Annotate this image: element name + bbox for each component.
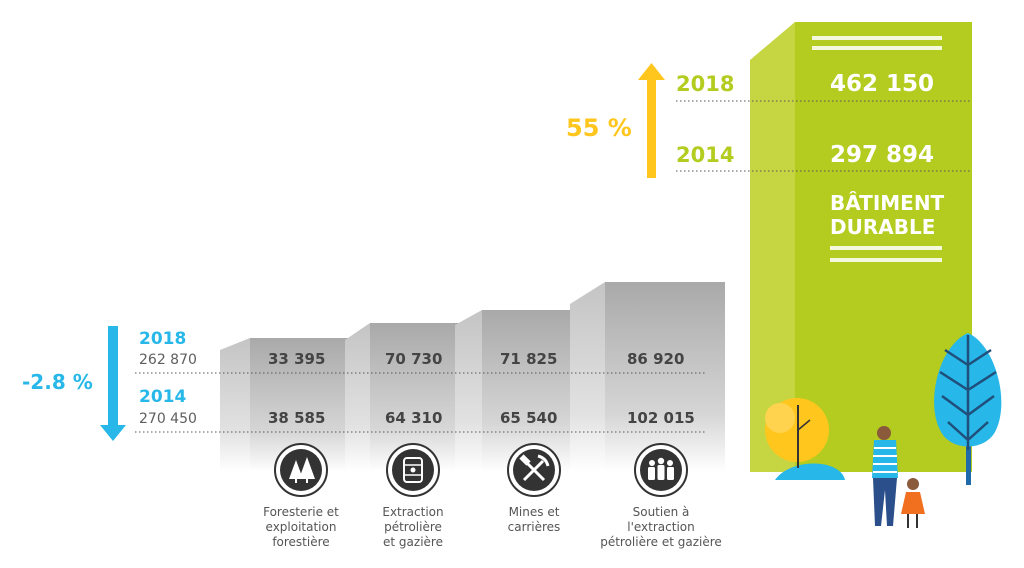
bar-2-v2014: 64 310 bbox=[385, 409, 442, 427]
trees-icon bbox=[274, 443, 328, 497]
bar-3-v2018: 71 825 bbox=[500, 350, 557, 368]
bar-side-2 bbox=[345, 323, 370, 472]
grey-bars bbox=[220, 282, 725, 472]
bar-2-label-1: Extraction bbox=[382, 505, 443, 519]
bar-1-label-1: Foresterie et bbox=[263, 505, 339, 519]
bar-4-v2014: 102 015 bbox=[627, 409, 695, 427]
green-stripe-top-1 bbox=[812, 36, 942, 40]
green-stripe-bot-2 bbox=[830, 258, 942, 262]
bar-2-v2018: 70 730 bbox=[385, 350, 442, 368]
tree-blue-illustration bbox=[934, 333, 1002, 485]
bar-3-label-1: Mines et bbox=[509, 505, 560, 519]
bar-3-v2014: 65 540 bbox=[500, 409, 557, 427]
bar-side-1 bbox=[220, 338, 250, 472]
bar-4-label-3: pétrolière et gazière bbox=[600, 535, 722, 549]
left-year-a: 2018 bbox=[139, 329, 186, 349]
right-value-b: 297 894 bbox=[830, 142, 934, 168]
right-label-1: BÂTIMENT bbox=[830, 191, 945, 215]
right-summary: 55 % 2018 2014 462 150 297 894 BÂTIMENT … bbox=[566, 63, 945, 239]
bar-3-label-2: carrières bbox=[508, 520, 561, 534]
bar-1-v2014: 38 585 bbox=[268, 409, 325, 427]
left-value-a: 262 870 bbox=[139, 352, 197, 368]
left-value-b: 270 450 bbox=[139, 411, 197, 427]
bar-1-label-2: exploitation bbox=[266, 520, 337, 534]
category-icons bbox=[274, 443, 688, 497]
bar-4-label-1: Soutien à bbox=[633, 505, 690, 519]
workers-group-icon bbox=[634, 443, 688, 497]
bar-side-3 bbox=[455, 310, 482, 472]
right-change: 55 % bbox=[566, 114, 632, 142]
bar-1-label-3: forestière bbox=[272, 535, 329, 549]
category-labels: Foresterie et exploitation forestière Ex… bbox=[263, 505, 722, 549]
left-change: -2.8 % bbox=[22, 370, 93, 394]
left-summary: -2.8 % 2018 262 870 2014 270 450 bbox=[22, 326, 197, 441]
tree-yellow-illustration bbox=[765, 398, 845, 480]
oil-barrel-icon bbox=[386, 443, 440, 497]
left-year-b: 2014 bbox=[139, 387, 186, 407]
people-illustration bbox=[872, 426, 925, 528]
green-bar-side bbox=[750, 22, 795, 472]
green-stripe-bot-1 bbox=[830, 246, 942, 250]
pickaxe-hammer-icon bbox=[507, 443, 561, 497]
down-arrow-icon bbox=[100, 326, 126, 441]
bar-1-v2018: 33 395 bbox=[268, 350, 325, 368]
bar-4 bbox=[605, 282, 725, 472]
bar-values: 33 395 38 585 70 730 64 310 71 825 65 54… bbox=[268, 350, 695, 427]
right-year-b: 2014 bbox=[676, 143, 734, 167]
right-label-2: DURABLE bbox=[830, 215, 935, 239]
bar-side-4 bbox=[570, 282, 605, 472]
bar-4-label-2: l'extraction bbox=[627, 520, 694, 534]
bar-2-label-2: pétrolière bbox=[384, 520, 442, 534]
bar-2-label-3: et gazière bbox=[383, 535, 443, 549]
right-value-a: 462 150 bbox=[830, 71, 934, 97]
right-year-a: 2018 bbox=[676, 72, 734, 96]
guide-lines bbox=[135, 100, 972, 433]
green-stripe-top-2 bbox=[812, 46, 942, 50]
bar-4-v2018: 86 920 bbox=[627, 350, 684, 368]
up-arrow-icon bbox=[638, 63, 665, 178]
